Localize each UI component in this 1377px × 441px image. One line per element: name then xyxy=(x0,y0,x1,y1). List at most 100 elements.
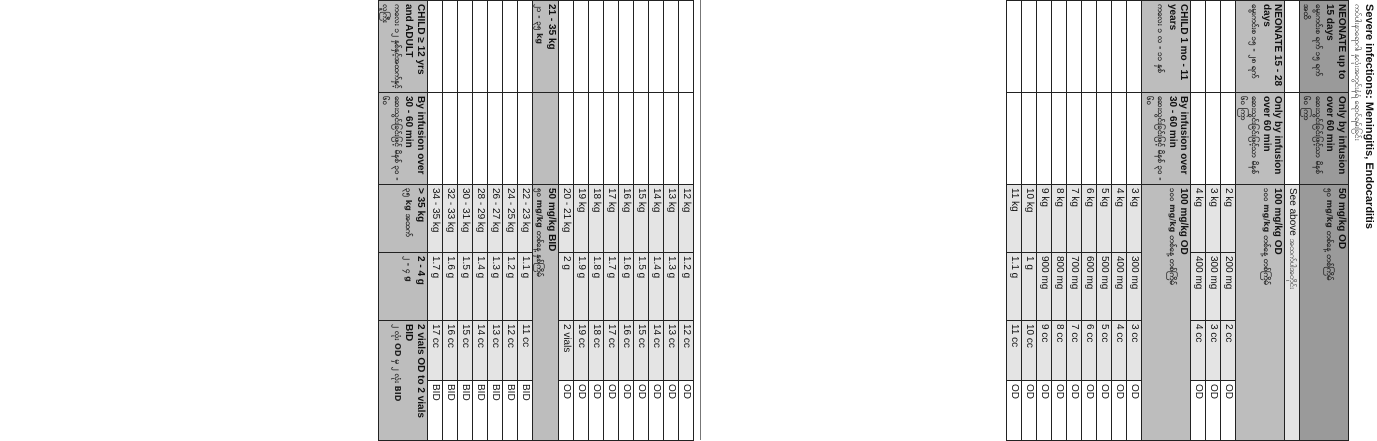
volume-cell: 18 cc xyxy=(588,320,604,381)
empty-cell xyxy=(633,0,649,93)
volume-cell: 3 cc xyxy=(1127,320,1142,381)
empty-cell xyxy=(517,92,533,185)
frequency-cell: OD xyxy=(1067,380,1082,441)
frequency-cell: BID xyxy=(517,380,533,441)
weight-cell: 24 - 25 kg xyxy=(502,184,518,253)
frequency-cell: BID xyxy=(457,380,473,441)
child-row: 3 kg 300 mg 3 cc OD xyxy=(1127,0,1142,441)
volume-cell: 10 cc xyxy=(1022,320,1037,381)
volume-cell: 17 cc xyxy=(603,320,619,381)
continued-row: 14 kg 1.4 g 14 cc OD xyxy=(648,0,664,441)
frequency-cell: OD xyxy=(663,380,679,441)
empty-cell xyxy=(442,0,458,93)
volume-cell: 4 cc xyxy=(1191,320,1206,381)
amount-cell: 600 mg xyxy=(1082,252,1097,321)
continued-row: 15 kg 1.5 g 15 cc OD xyxy=(633,0,649,441)
frequency-cell: OD xyxy=(678,380,694,441)
weight-cell: 32 - 33 kg xyxy=(442,184,458,253)
amount-cell: 300 mg xyxy=(1127,252,1142,321)
empty-cell xyxy=(472,92,488,185)
neonate2-header-row: NEONATE 15 - 28 days မွေးကင်းစ ၁၅ - ၂၈ ရက… xyxy=(1236,0,1285,441)
empty-cell xyxy=(1221,0,1236,93)
volume-cell: 4 cc xyxy=(1112,320,1127,381)
volume-cell: 8 cc xyxy=(1052,320,1067,381)
empty-cell xyxy=(1206,0,1221,93)
weight-cell: 15 kg xyxy=(633,184,649,253)
weight-cell: 4 kg xyxy=(1112,184,1127,253)
empty-cell xyxy=(1112,92,1127,185)
amount-cell: 1.3 g xyxy=(663,252,679,321)
weight-cell: 2 kg xyxy=(1221,184,1236,253)
frequency-cell: OD xyxy=(573,380,589,441)
neonate-dose: 50 mg/kg OD ၅၀ mg/kg တစ်နေ့ တစ်ကြိမ် xyxy=(1299,184,1349,441)
frequency-cell: BID xyxy=(487,380,503,441)
amount-cell: 1.6 g xyxy=(442,252,458,321)
volume-cell: 3 cc xyxy=(1206,320,1221,381)
empty-cell xyxy=(1191,0,1206,93)
amount-cell: 1.3 g xyxy=(487,252,503,321)
page-gap xyxy=(700,0,713,440)
dosage-table-right: NEONATE up to 15 days မွေးကင်းစ ရက် ၁၅ ရက… xyxy=(1007,0,1350,441)
amount-cell: 700 mg xyxy=(1067,252,1082,321)
frequency-cell: OD xyxy=(618,380,634,441)
frequency-cell: OD xyxy=(1221,380,1236,441)
frequency-cell: OD xyxy=(1007,380,1022,441)
frequency-cell: BID xyxy=(502,380,518,441)
amount-cell: 400 mg xyxy=(1112,252,1127,321)
volume-cell: 15 cc xyxy=(457,320,473,381)
amount-cell: 1.5 g xyxy=(457,252,473,321)
empty-cell xyxy=(573,0,589,93)
amount-cell: 1.1 g xyxy=(517,252,533,321)
amount-cell: 2 g xyxy=(558,252,574,321)
bid-weight: 21 - 35 kg ၂၁ - ၃၅ kg xyxy=(532,0,559,93)
volume-cell: 11 cc xyxy=(517,320,533,381)
child-row: 4 kg 400 mg 4 cc OD xyxy=(1112,0,1127,441)
amount-cell: 1.8 g xyxy=(588,252,604,321)
weight-cell: 18 kg xyxy=(588,184,604,253)
amount-cell: 1.7 g xyxy=(603,252,619,321)
child-route: By infusion over 30 - 60 min ဆေးသွင်းခြင်… xyxy=(1142,92,1191,185)
sheet-right: Severe infections: Meningitis, Endocardi… xyxy=(712,0,1377,441)
neonate2-dose: 100 mg/kg OD ၁၀၀ mg/kg တစ်နေ့ တစ်ကြိမ် xyxy=(1236,184,1285,441)
amount-cell: 800 mg xyxy=(1052,252,1067,321)
volume-cell: 7 cc xyxy=(1067,320,1082,381)
neonate-see-above-row: See above အထက်ပါအတိုင်း xyxy=(1285,0,1300,441)
neonate-header-row: NEONATE up to 15 days မွေးကင်းစ ရက် ၁၅ ရက… xyxy=(1299,0,1349,441)
empty-cell xyxy=(487,0,503,93)
volume-cell: 14 cc xyxy=(648,320,664,381)
neonate2-route: Only by infusion over 60 min ဆေးသွင်းခြင်… xyxy=(1236,92,1285,185)
empty-cell xyxy=(1067,0,1082,93)
empty-cell xyxy=(1037,92,1052,185)
child-row: 6 kg 600 mg 6 cc OD xyxy=(1082,0,1097,441)
empty-cell xyxy=(487,92,503,185)
frequency-cell: OD xyxy=(648,380,664,441)
empty-cell xyxy=(1097,0,1112,93)
empty-cell xyxy=(573,92,589,185)
child-row: 11 kg 1.1 g 11 cc OD xyxy=(1007,0,1022,441)
continued-row: 16 kg 1.6 g 16 cc OD xyxy=(618,0,634,441)
empty-cell xyxy=(1206,92,1221,185)
weight-cell: 12 kg xyxy=(678,184,694,253)
empty-cell xyxy=(603,92,619,185)
weight-cell: 30 - 31 kg xyxy=(457,184,473,253)
volume-cell: 19 cc xyxy=(573,320,589,381)
empty-cell xyxy=(1082,92,1097,185)
amount-cell: 1.4 g xyxy=(472,252,488,321)
weight-cell: 19 kg xyxy=(573,184,589,253)
adult-age: CHILD ≥ 12 yrs and ADULT ကလေး ၁၂ နှစ်နှင့… xyxy=(378,0,428,93)
empty-cell xyxy=(1082,0,1097,93)
frequency-cell: OD xyxy=(1206,380,1221,441)
bid-rows: 22 - 23 kg 1.1 g 11 cc BID 24 - 25 kg 1.2 g 12… xyxy=(427,0,533,441)
adult-row: CHILD ≥ 12 yrs and ADULT ကလေး ၁၂ နှစ်နှင့… xyxy=(378,0,428,441)
amount-cell: 1.1 g xyxy=(1007,252,1022,321)
weight-cell: 11 kg xyxy=(1007,184,1022,253)
weight-cell: 34 - 35 kg xyxy=(427,184,443,253)
empty-cell xyxy=(678,0,694,93)
volume-cell: 13 cc xyxy=(487,320,503,381)
empty-cell xyxy=(1052,92,1067,185)
page-left: 12 kg 1.2 g 12 cc OD 13 kg 1.3 g 13 cc OD 14 kg 1… xyxy=(378,0,694,441)
weight-cell: 26 - 27 kg xyxy=(487,184,503,253)
neonate2-age: NEONATE 15 - 28 days မွေးကင်းစ ၁၅ - ၂၈ ရက… xyxy=(1236,0,1285,93)
frequency-cell: OD xyxy=(1097,380,1112,441)
